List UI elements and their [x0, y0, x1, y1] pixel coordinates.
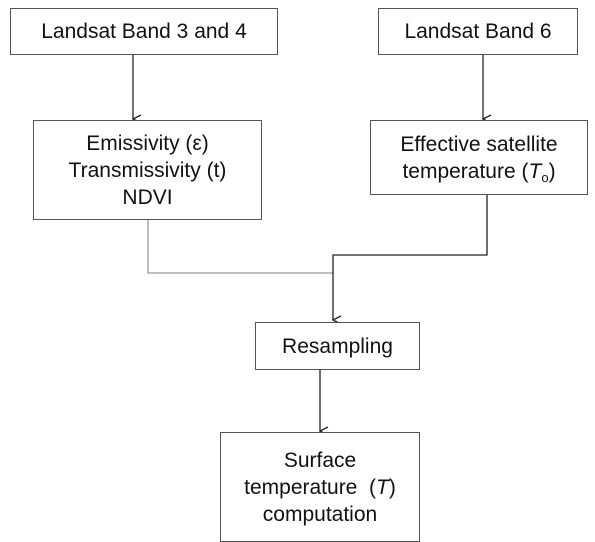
node-label: Landsat Band 3 and 4	[41, 20, 247, 43]
label-part: temperature (	[244, 476, 377, 499]
node-label: Landsat Band 6	[404, 20, 552, 43]
node-label: Transmissivity (t)	[68, 158, 227, 182]
label-part: temperature (	[402, 159, 529, 183]
node-label: computation	[262, 503, 378, 526]
node: Emissivity (ε) Transmissivity (t) NDVI	[33, 120, 262, 220]
subscript: o	[541, 169, 549, 185]
node: Landsat Band 6	[378, 8, 578, 55]
node-label: Emissivity (ε)	[86, 131, 209, 155]
node-label: temperature (To)	[402, 158, 555, 185]
node-label: Effective satellite	[400, 132, 558, 156]
symbol: T	[376, 476, 389, 499]
symbol: T	[528, 159, 542, 183]
node: Resampling	[255, 322, 420, 370]
connector	[147, 220, 333, 274]
label-part: )	[388, 476, 396, 499]
connector	[333, 195, 488, 320]
node: Landsat Band 3 and 4	[10, 8, 278, 55]
node-label: NDVI	[122, 185, 173, 209]
node-label: Surface	[283, 449, 357, 472]
node: Effective satellite temperature (To)	[370, 120, 588, 195]
node-label: temperature (T)	[244, 474, 396, 501]
node-label: Resampling	[282, 334, 393, 358]
label-part: )	[548, 159, 556, 183]
node: Surface temperature (T) computation	[220, 432, 420, 542]
